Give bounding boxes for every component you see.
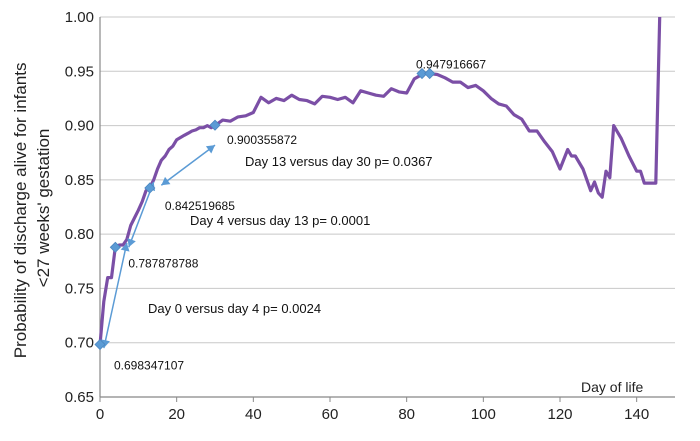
x-tick-label: 0 xyxy=(96,406,104,423)
x-tick-label: 20 xyxy=(168,406,185,423)
marker-value-label: 0.947916667 xyxy=(416,58,486,72)
data-marker xyxy=(424,67,436,80)
marker-value-label: 0.842519685 xyxy=(165,199,235,213)
comparison-label: Day 4 versus day 13 p= 0.0001 xyxy=(190,213,370,228)
data-marker xyxy=(109,241,121,253)
y-tick-label: 0.65 xyxy=(65,389,94,406)
y-tick-label: 0.70 xyxy=(65,335,94,352)
series-line xyxy=(98,16,662,346)
data-marker xyxy=(209,119,221,131)
comparison-label: Day 13 versus day 30 p= 0.0367 xyxy=(245,154,433,169)
y-axis-label-line-1: Probability of discharge alive for infan… xyxy=(11,62,30,358)
comparison-arrow-line xyxy=(160,144,216,186)
x-tick-label: 140 xyxy=(624,406,649,423)
comparison-arrows: Day 0 versus day 4 p= 0.0024 Day 4 versus… xyxy=(101,144,433,349)
x-tick-label: 40 xyxy=(245,406,262,423)
marker-value-label: 0.900355872 xyxy=(227,133,297,147)
y-axis-label: Probability of discharge alive for infan… xyxy=(11,58,53,359)
y-axis-ticks: 0.65 0.70 0.75 0.80 0.85 0.90 0.95 1.00 xyxy=(65,9,94,406)
comparison-label: Day 0 versus day 4 p= 0.0024 xyxy=(148,301,321,316)
y-axis-label-line-2: <27 weeks' gestation xyxy=(34,129,53,288)
comparison-arrow-line xyxy=(103,242,128,349)
y-tick-label: 0.90 xyxy=(65,118,94,135)
arrow-head xyxy=(205,145,215,154)
x-tick-label: 120 xyxy=(547,406,572,423)
x-tick-label: 80 xyxy=(398,406,415,423)
y-tick-label: 0.75 xyxy=(65,280,94,297)
marker-value-label: 0.698347107 xyxy=(114,359,184,373)
y-tick-label: 0.85 xyxy=(65,172,94,189)
y-tick-label: 1.00 xyxy=(65,9,94,26)
marker-layer: 0.698347107 0.787878788 0.842519685 0.90035… xyxy=(94,58,486,373)
arrow-head xyxy=(127,238,136,248)
gridlines xyxy=(100,16,675,398)
marker-value-label: 0.787878788 xyxy=(128,256,198,270)
data-marker xyxy=(144,182,156,194)
arrow-head xyxy=(120,242,130,252)
x-axis-ticks: 0 20 40 60 80 100 120 140 xyxy=(96,397,649,423)
x-axis-label: Day of life xyxy=(581,379,643,395)
x-tick-label: 60 xyxy=(322,406,339,423)
data-marker xyxy=(94,338,106,351)
series-layer xyxy=(98,16,662,346)
y-tick-label: 0.95 xyxy=(65,63,94,80)
arrow-head xyxy=(161,176,171,186)
data-marker xyxy=(416,67,428,80)
y-tick-label: 0.80 xyxy=(65,226,94,243)
x-tick-label: 100 xyxy=(471,406,496,423)
